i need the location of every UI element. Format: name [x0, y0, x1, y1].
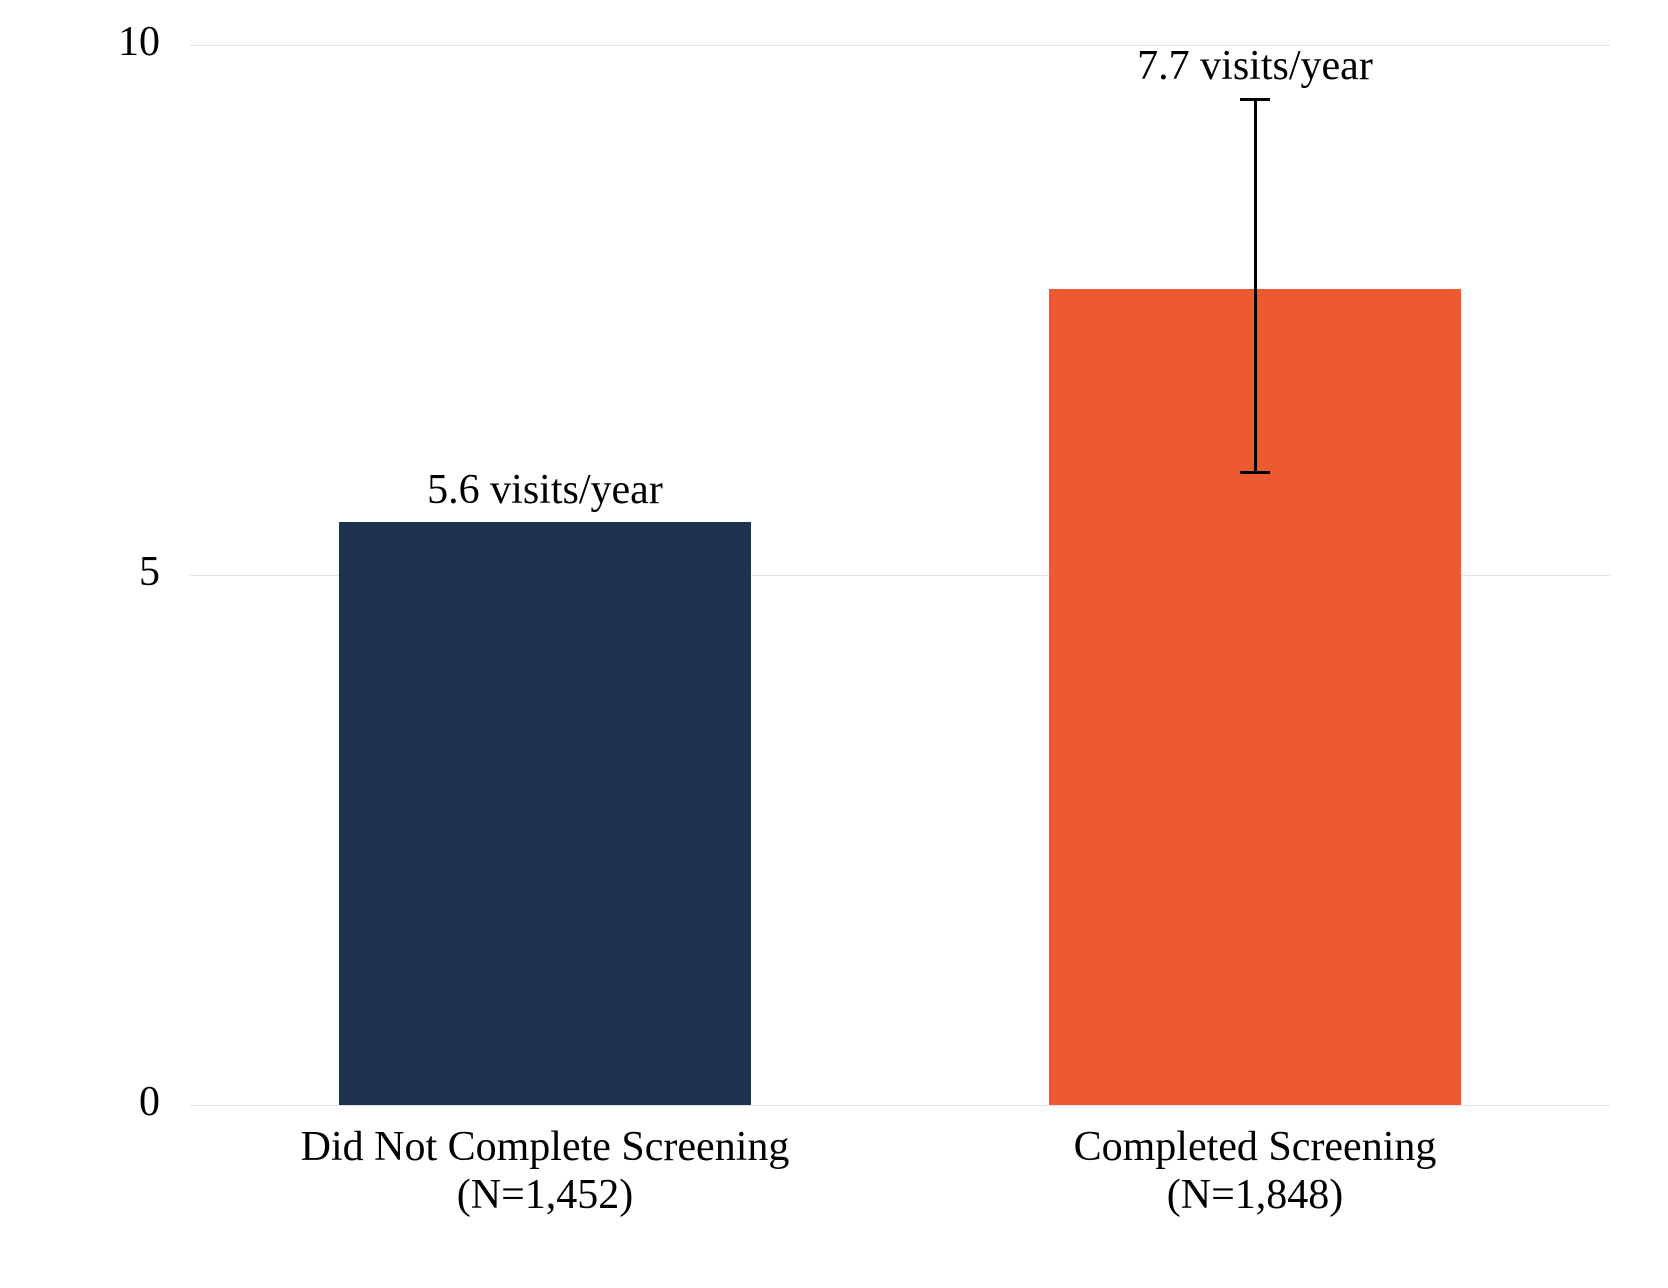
- y-tick-1: 5: [0, 548, 160, 596]
- bar-chart: 0 5 10 5.6 visits/year 7.7 visits/year D…: [0, 0, 1668, 1288]
- error-bar-cap-bottom: [1240, 471, 1270, 474]
- plot-area: 5.6 visits/year 7.7 visits/year: [190, 45, 1610, 1105]
- x-label-line: Completed Screening: [900, 1123, 1610, 1171]
- y-tick-label: 0: [139, 1079, 160, 1125]
- x-label-line: Did Not Complete Screening: [190, 1123, 900, 1171]
- x-label-line: (N=1,452): [190, 1171, 900, 1219]
- bar-label-did-not-complete: 5.6 visits/year: [190, 466, 900, 514]
- y-tick-label: 10: [118, 19, 160, 65]
- gridline: [190, 1105, 1610, 1106]
- error-bar-cap-top: [1240, 98, 1270, 101]
- bar-did-not-complete: [339, 522, 751, 1105]
- y-tick-label: 5: [139, 549, 160, 595]
- x-label-completed: Completed Screening (N=1,848): [900, 1123, 1610, 1220]
- x-label-did-not-complete: Did Not Complete Screening (N=1,452): [190, 1123, 900, 1220]
- y-tick-0: 0: [0, 1078, 160, 1126]
- y-tick-2: 10: [0, 18, 160, 66]
- error-bar-line: [1254, 98, 1257, 474]
- x-label-line: (N=1,848): [900, 1171, 1610, 1219]
- bar-label-completed: 7.7 visits/year: [900, 42, 1610, 90]
